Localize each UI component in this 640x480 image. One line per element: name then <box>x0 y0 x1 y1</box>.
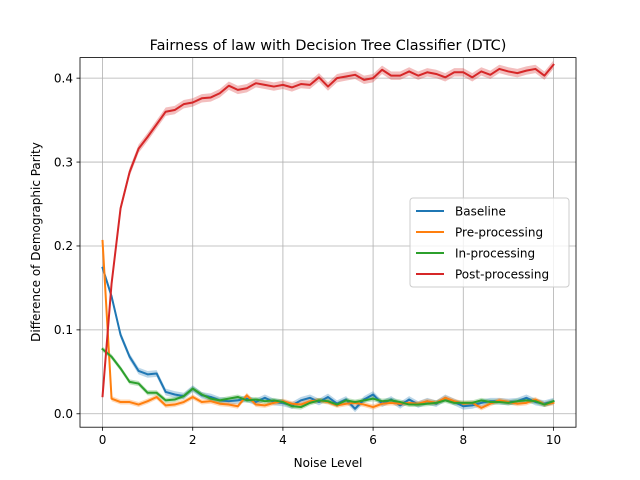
axis-ticks: 0 2 4 6 8 10 0.0 0.1 0.2 0.3 0.4 <box>54 71 561 447</box>
grid <box>80 57 576 428</box>
x-tick-label: 6 <box>369 433 377 447</box>
legend: Baseline Pre-processing In-processing Post-… <box>409 197 570 288</box>
plot-frame <box>79 57 577 428</box>
legend-label: Baseline <box>455 204 506 218</box>
y-tick-label: 0.2 <box>54 239 73 253</box>
x-tick-label: 0 <box>99 433 107 447</box>
legend-box <box>409 197 570 288</box>
y-axis-label: Difference of Demographic Parity <box>29 142 43 342</box>
series-line-post-processing <box>101 63 555 398</box>
chart-title: Fairness of law with Decision Tree Class… <box>150 38 507 54</box>
legend-label: Post-processing <box>455 267 549 281</box>
series-line-baseline <box>101 266 555 410</box>
x-axis-label: Noise Level <box>294 456 363 470</box>
x-tick-label: 8 <box>459 433 467 447</box>
y-tick-label: 0.3 <box>54 155 73 169</box>
x-tick-label: 4 <box>279 433 287 447</box>
x-tick-label: 2 <box>189 433 197 447</box>
y-tick-label: 0.4 <box>54 71 73 85</box>
legend-label: Pre-processing <box>455 225 543 239</box>
series-lines <box>101 63 555 410</box>
x-tick-label: 10 <box>546 433 561 447</box>
series-line-in-processing <box>101 347 555 409</box>
legend-label: In-processing <box>455 246 535 260</box>
y-tick-label: 0.1 <box>54 323 73 337</box>
y-tick-label: 0.0 <box>54 407 73 421</box>
